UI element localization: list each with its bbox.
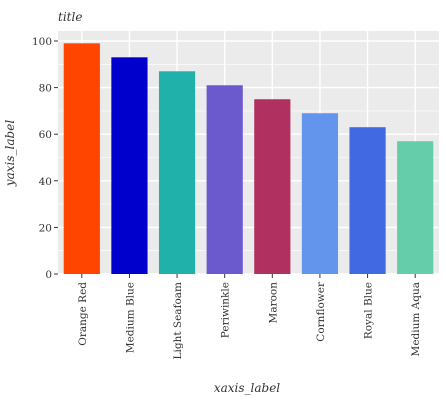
x-axis-ticks: Orange Red Medium Blue Light Seafoam Periwi… (77, 274, 422, 359)
y-tick-label: 100 (32, 36, 52, 48)
x-tick-label: Cornflower (315, 281, 327, 342)
bar-medium-aqua (397, 141, 434, 274)
bars (63, 43, 434, 275)
bar-royal-blue (349, 127, 386, 275)
y-tick-label: 60 (39, 129, 52, 141)
x-axis-title: xaxis_label (214, 381, 280, 395)
x-tick-label: Medium Blue (124, 282, 136, 353)
bar-maroon (254, 99, 291, 274)
y-tick-label: 80 (39, 83, 52, 95)
x-tick-label: Periwinkle (220, 282, 232, 338)
chart-title: title (58, 10, 82, 24)
bar-periwinkle (206, 85, 243, 275)
x-tick-label: Orange Red (77, 282, 89, 346)
x-tick-label: Medium Aqua (410, 282, 422, 356)
y-axis-title: yaxis_label (3, 120, 17, 187)
bar-medium-blue (111, 57, 148, 275)
x-tick-label: Maroon (267, 282, 279, 324)
y-tick-label: 20 (39, 222, 52, 234)
y-axis-ticks: 0 20 40 60 80 100 (32, 36, 58, 281)
bar-light-seafoam (158, 71, 196, 274)
y-tick-label: 40 (39, 176, 52, 188)
x-tick-label: Light Seafoam (172, 282, 184, 360)
bar-cornflower (301, 113, 339, 274)
bar-orange-red (63, 43, 100, 274)
y-tick-label: 0 (45, 269, 52, 281)
x-tick-label: Royal Blue (363, 282, 375, 339)
